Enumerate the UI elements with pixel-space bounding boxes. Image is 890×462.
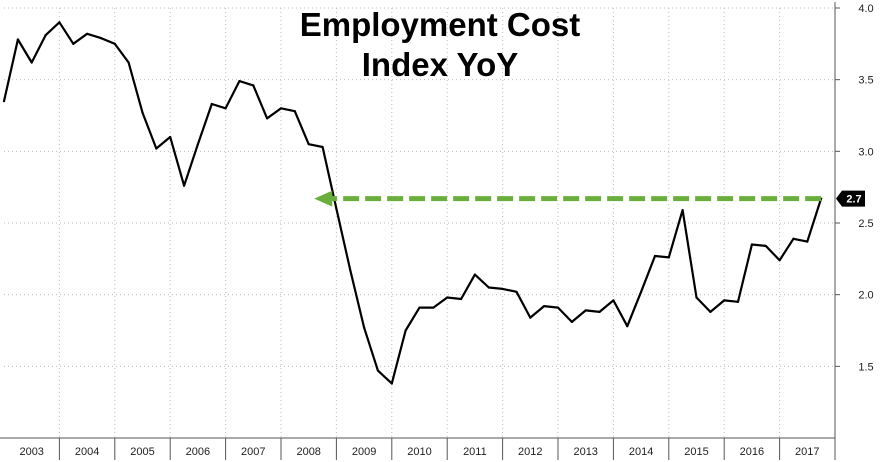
data-point: [473, 273, 476, 276]
data-point: [418, 306, 421, 309]
x-tick-label: 2017: [795, 446, 819, 458]
data-point: [86, 32, 89, 35]
data-point: [169, 135, 172, 139]
data-point: [806, 240, 809, 243]
data-point: [570, 320, 573, 323]
data-point: [182, 184, 186, 187]
x-tick-label: 2009: [352, 446, 376, 458]
data-point: [695, 296, 698, 299]
data-point: [778, 259, 781, 262]
data-point: [155, 147, 158, 150]
data-point: [764, 244, 767, 248]
data-point: [238, 80, 241, 83]
data-point: [376, 369, 380, 372]
data-point: [196, 143, 199, 146]
x-tick-label: 2012: [518, 446, 542, 458]
x-tick-label: 2011: [463, 446, 487, 458]
data-point: [432, 306, 435, 309]
x-tick-label: 2006: [186, 446, 210, 458]
data-point: [252, 84, 255, 87]
data-point: [44, 34, 47, 37]
series-layer: [2, 21, 823, 385]
data-point: [681, 209, 684, 212]
data-point: [515, 290, 518, 293]
data-point: [279, 107, 283, 110]
data-point: [459, 297, 463, 301]
label-layer: 2.7: [836, 190, 865, 207]
axes: 2003 2004 2005 2006 2007 2008 2009 2010 2011 2012…: [0, 2, 874, 460]
data-point: [792, 237, 795, 240]
chart-title-line-1: Employment Cost: [300, 6, 581, 43]
y-tick-label: 4.0: [858, 3, 873, 15]
data-point: [501, 287, 504, 291]
y-tick-label: 2.5: [858, 218, 873, 230]
data-point: [404, 329, 407, 332]
data-point: [99, 37, 103, 40]
data-point: [113, 42, 116, 45]
x-tick-label: 2014: [629, 446, 653, 458]
x-tick-label: 2003: [19, 446, 43, 458]
chart-title: Employment Cost Index YoY: [300, 6, 581, 83]
data-point: [598, 310, 601, 313]
y-tick-label: 3.0: [858, 146, 873, 158]
data-point: [58, 21, 61, 24]
data-point: [307, 143, 310, 146]
data-point: [321, 145, 324, 149]
x-tick-label: 2007: [241, 446, 265, 458]
data-point: [487, 286, 490, 289]
data-point: [72, 42, 75, 45]
data-point: [16, 38, 19, 41]
data-point: [127, 61, 130, 64]
data-point: [736, 300, 740, 303]
data-point: [349, 269, 352, 272]
data-point: [446, 296, 449, 299]
last-value-label: 2.7: [846, 194, 861, 206]
data-point: [363, 326, 366, 329]
x-tick-label: 2013: [573, 446, 597, 458]
data-point: [224, 107, 227, 110]
y-tick-label: 2.0: [858, 290, 873, 302]
data-point: [335, 207, 338, 210]
data-point: [543, 305, 546, 308]
x-tick-label: 2016: [740, 446, 764, 458]
data-point: [709, 310, 712, 313]
annotation-layer: [314, 190, 822, 207]
series-line: [2, 21, 823, 385]
chart-title-line-2: Index YoY: [362, 46, 519, 83]
data-point: [750, 243, 754, 246]
data-point: [266, 117, 269, 120]
data-point: [626, 325, 629, 328]
y-tick-label: 3.5: [858, 75, 873, 87]
x-tick-label: 2015: [684, 446, 708, 458]
data-point: [584, 309, 587, 312]
last-value-badge: [836, 190, 865, 207]
data-point: [293, 110, 296, 113]
data-point: [2, 100, 6, 103]
data-point: [640, 290, 643, 293]
x-tick-label: 2005: [130, 446, 154, 458]
data-point: [529, 316, 532, 319]
x-tick-label: 2010: [407, 446, 431, 458]
data-point: [556, 306, 560, 309]
data-point: [210, 102, 213, 106]
x-tick-label: 2008: [296, 446, 320, 458]
data-point: [390, 382, 393, 385]
data-point: [667, 256, 670, 259]
data-point: [30, 61, 33, 64]
data-point: [723, 299, 726, 302]
data-point: [612, 299, 615, 302]
data-point: [141, 111, 144, 114]
y-tick-label: 1.5: [858, 361, 873, 373]
x-tick-label: 2004: [75, 446, 99, 458]
trend-arrow-head: [314, 190, 333, 207]
data-point: [653, 254, 657, 258]
